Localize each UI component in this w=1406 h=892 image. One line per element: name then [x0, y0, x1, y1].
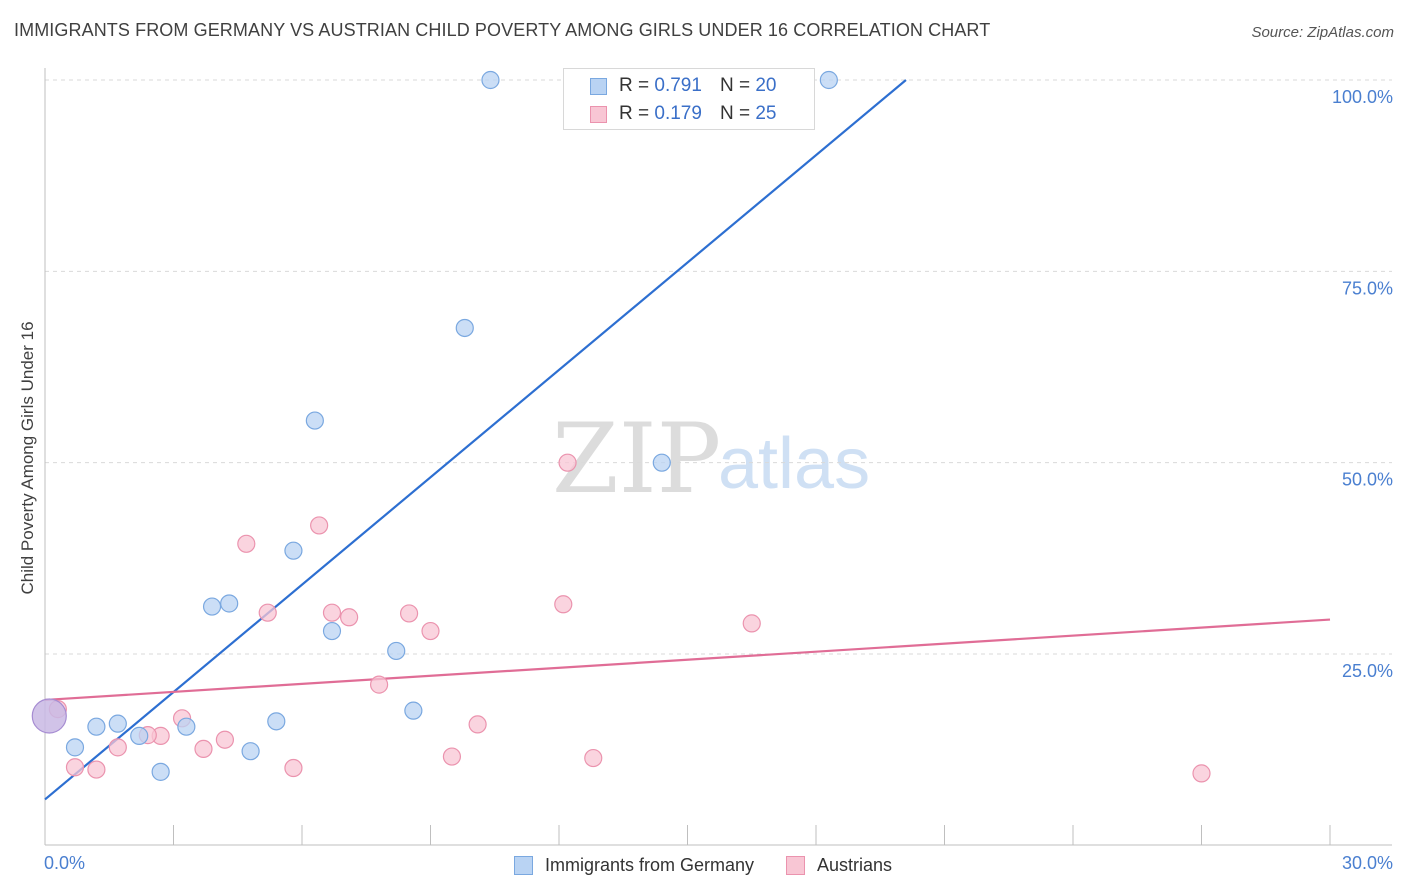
austrians-point — [1192, 764, 1211, 783]
trend-line-germany — [44, 79, 907, 801]
austrians-point — [108, 738, 127, 757]
gridlines — [45, 79, 1392, 655]
watermark-zip: ZIP — [552, 403, 721, 515]
germany-point — [65, 738, 85, 757]
germany-point — [31, 698, 67, 734]
germany-point — [177, 717, 196, 736]
correlation-legend: R = 0.791 N = 20 R = 0.179 N = 25 — [563, 68, 815, 130]
legend-swatch-blue — [513, 855, 533, 875]
n-value-germany: 20 — [755, 75, 777, 96]
data-points — [31, 70, 1211, 783]
r-value-austrians: 0.179 — [654, 103, 702, 124]
legend-swatch-pink — [786, 855, 805, 875]
germany-point — [481, 70, 500, 90]
germany-point — [202, 597, 222, 616]
legend-swatch-blue — [590, 77, 607, 95]
x-tick-labels: 0.0% 30.0% — [44, 853, 1393, 873]
y-tick-labels: 25.0% 50.0% 75.0% 100.0% — [1332, 87, 1393, 681]
germany-point — [387, 641, 406, 661]
n-label: N = — [719, 103, 751, 124]
austrians-point — [284, 758, 303, 778]
germany-point — [455, 318, 474, 338]
austrians-point — [370, 675, 389, 694]
x-tick-label-max: 30.0% — [1342, 853, 1393, 873]
legend-label-germany: Immigrants from Germany — [544, 854, 754, 875]
legend-item-austrians: Austrians — [786, 855, 892, 876]
series-legend: Immigrants from Germany Austrians — [0, 852, 1406, 878]
germany-point — [284, 541, 303, 560]
germany-point — [151, 762, 170, 781]
n-value-austrians: 25 — [755, 103, 777, 124]
germany-point — [305, 411, 324, 430]
y-tick-label-75: 75.0% — [1342, 278, 1393, 298]
trend-line-austrians — [44, 618, 1331, 702]
watermark-atlas: atlas — [718, 424, 870, 504]
germany-point — [87, 717, 106, 736]
germany-point — [652, 453, 671, 472]
y-tick-label-100: 100.0% — [1332, 87, 1393, 107]
legend-row-germany: R = 0.791 N = 20 — [590, 72, 776, 100]
austrians-point — [554, 595, 573, 614]
austrians-point — [421, 621, 440, 641]
austrians-point — [399, 604, 419, 623]
axes — [44, 68, 1392, 846]
austrians-point — [237, 534, 256, 553]
r-label: R = — [619, 103, 650, 124]
germany-point — [220, 594, 239, 613]
austrians-point — [340, 608, 359, 627]
r-value-germany: 0.791 — [654, 75, 702, 96]
germany-point — [108, 714, 127, 733]
austrians-point — [194, 739, 213, 759]
austrians-point — [215, 730, 234, 749]
trend-lines — [44, 79, 1331, 801]
legend-label-austrians: Austrians — [817, 854, 893, 875]
x-tick-label-min: 0.0% — [44, 853, 85, 873]
chart-title: IMMIGRANTS FROM GERMANY VS AUSTRIAN CHIL… — [14, 20, 991, 40]
germany-point — [322, 621, 342, 641]
austrians-point — [558, 453, 577, 472]
source-label: Source: ZipAtlas.com — [1251, 24, 1394, 41]
y-tick-label-25: 25.0% — [1342, 661, 1393, 681]
germany-point — [130, 726, 149, 745]
r-label: R = — [619, 75, 650, 96]
austrians-point — [87, 760, 106, 779]
y-tick-label-50: 50.0% — [1342, 470, 1393, 490]
austrians-point — [468, 715, 487, 734]
austrians-point — [742, 614, 761, 633]
germany-point — [267, 712, 286, 731]
n-label: N = — [719, 75, 751, 96]
legend-row-austrians: R = 0.179 N = 25 — [590, 100, 776, 128]
austrians-point — [310, 516, 329, 535]
legend-swatch-pink — [590, 105, 607, 123]
germany-point — [819, 70, 838, 90]
austrians-point — [442, 747, 462, 766]
austrians-point — [65, 758, 85, 777]
austrians-point — [584, 748, 603, 768]
legend-item-germany: Immigrants from Germany — [513, 854, 754, 876]
austrians-point — [322, 603, 342, 622]
germany-point — [404, 701, 423, 720]
germany-point — [241, 742, 260, 761]
austrians-point — [258, 603, 277, 622]
